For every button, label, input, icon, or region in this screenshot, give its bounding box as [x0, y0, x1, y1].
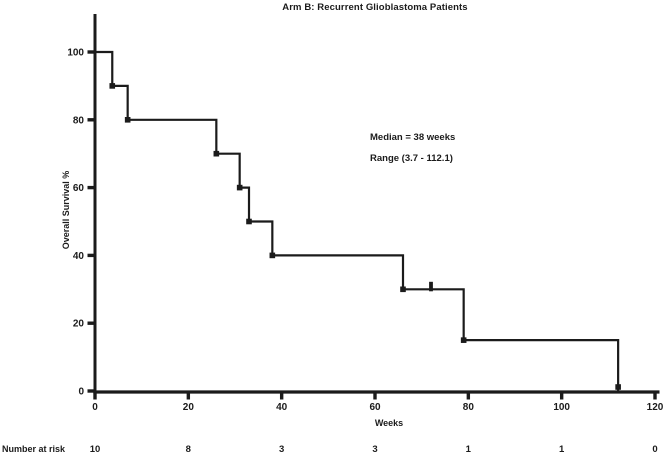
survival-step-curve	[95, 50, 620, 391]
y-tick-label: 100	[67, 48, 84, 59]
risk-count-week-20: 8	[185, 444, 191, 455]
risk-count-week-40: 3	[279, 444, 285, 455]
median-annotation: Median = 38 weeks	[370, 132, 456, 143]
risk-count-week-80: 1	[465, 444, 471, 455]
x-tick-label: 20	[183, 402, 195, 413]
risk-count-week-0: 10	[89, 444, 101, 455]
x-tick-label: 40	[276, 402, 288, 413]
event-marker	[400, 286, 406, 293]
event-marker	[124, 117, 131, 123]
event-marker	[460, 337, 467, 343]
y-tick-label: 80	[73, 115, 85, 126]
y-tick-label: 0	[78, 387, 84, 398]
risk-count-week-60: 3	[372, 444, 378, 455]
y-axis-label: Overall Survival %	[61, 170, 71, 250]
x-tick-label: 80	[463, 402, 475, 413]
range-annotation: Range (3.7 - 112.1)	[370, 153, 453, 164]
chart-title: Arm B: Recurrent Glioblastoma Patients	[282, 2, 468, 13]
event-marker	[615, 384, 621, 390]
x-axis-label: Weeks	[374, 418, 404, 428]
x-tick-label: 100	[553, 402, 570, 413]
event-marker	[236, 184, 243, 191]
risk-count-week-120: 0	[652, 444, 658, 455]
y-tick-label: 40	[73, 251, 85, 262]
y-tick-label: 60	[73, 183, 85, 194]
event-marker	[246, 218, 252, 225]
number-at-risk-label: Number at risk	[2, 444, 66, 454]
x-tick-label: 60	[369, 402, 381, 413]
y-tick-label: 20	[73, 319, 85, 330]
event-marker	[213, 150, 220, 157]
event-marker	[109, 83, 116, 89]
event-marker	[269, 252, 276, 259]
x-tick-label: 0	[92, 402, 98, 413]
risk-count-week-100: 1	[559, 444, 565, 455]
censor-tick-mark	[429, 281, 433, 292]
x-tick-label: 120	[647, 402, 664, 413]
